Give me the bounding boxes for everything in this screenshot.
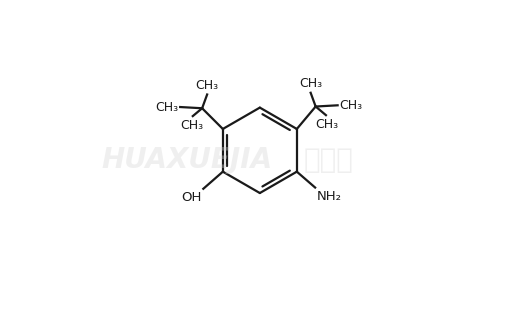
Text: CH₃: CH₃: [299, 77, 322, 90]
Text: CH₃: CH₃: [340, 99, 363, 112]
Text: NH₂: NH₂: [316, 190, 341, 203]
Text: CH₃: CH₃: [315, 118, 339, 131]
Text: CH₃: CH₃: [180, 119, 203, 132]
Text: 化学加: 化学加: [303, 146, 353, 174]
Text: HUAXUEJIA: HUAXUEJIA: [101, 146, 272, 174]
Text: OH: OH: [182, 191, 202, 204]
Text: CH₃: CH₃: [196, 79, 219, 92]
Text: CH₃: CH₃: [155, 100, 178, 113]
